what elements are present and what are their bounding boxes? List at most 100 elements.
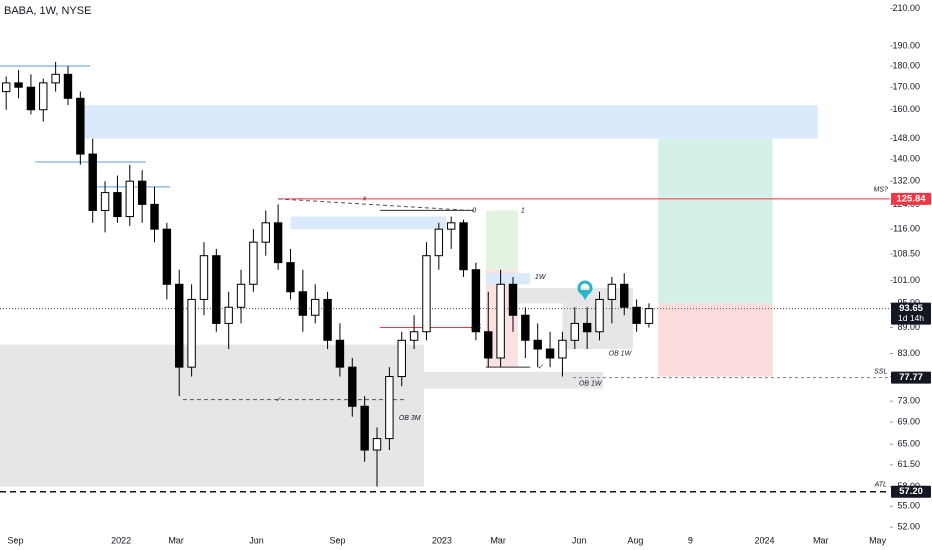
candle-body — [545, 348, 555, 359]
candle-body — [570, 322, 579, 341]
x-tick-label: 2022 — [111, 535, 131, 545]
x-tick-label: Jun — [572, 535, 587, 545]
annotation: 1 — [521, 207, 525, 214]
candle-body — [224, 306, 233, 324]
axis-bg — [890, 0, 932, 550]
candle-body — [533, 339, 542, 350]
annotation: OB 3M — [399, 415, 421, 422]
candle-body — [26, 86, 36, 111]
candle-body — [236, 283, 246, 308]
candle-body — [125, 180, 135, 218]
annotation: SSL — [874, 369, 887, 376]
candle-body — [175, 283, 184, 368]
x-tick-label: May — [869, 535, 887, 545]
candle-body — [372, 438, 382, 451]
y-tick-label: 116.00 — [893, 224, 920, 234]
level-line — [278, 198, 470, 211]
candle-body — [632, 306, 641, 324]
candle-body — [212, 255, 221, 324]
price-label-box — [891, 192, 931, 205]
candle-body — [150, 203, 159, 230]
candle-body — [484, 331, 493, 359]
annotation: OB 1W — [609, 350, 633, 357]
y-tick-label: 52.00 — [897, 522, 920, 532]
y-tick-label: 73.00 — [897, 396, 920, 406]
candle-body — [199, 255, 209, 300]
marker-pin — [577, 280, 593, 300]
price-label: 93.65 — [899, 303, 923, 314]
annotation: 0.5 — [471, 324, 481, 331]
candle-body — [508, 283, 518, 316]
zone — [516, 288, 633, 304]
candle-body — [63, 73, 73, 99]
candle-body — [335, 339, 345, 368]
zone — [658, 138, 773, 304]
price-label: 57.20 — [899, 486, 923, 497]
price-label-box — [891, 485, 931, 498]
y-tick-label: 55.00 — [897, 501, 920, 511]
price-label: 125.84 — [896, 193, 926, 204]
candle-body — [422, 255, 431, 333]
annotation: 1W — [535, 274, 547, 281]
candle-body — [644, 308, 654, 324]
candle-body — [39, 82, 48, 111]
y-tick-label: 148.00 — [892, 133, 920, 143]
y-tick-label: 210.00 — [892, 3, 920, 13]
y-tick-label: 61.50 — [897, 459, 920, 469]
x-tick-label: Jun — [249, 535, 264, 545]
candle-body — [385, 376, 394, 440]
chart-title: BABA, 1W, NYSE — [4, 5, 91, 17]
candle-body — [88, 153, 97, 211]
y-tick-label: 160.00 — [892, 104, 920, 114]
candle-body — [558, 339, 567, 359]
x-tick-label: 9 — [688, 535, 693, 545]
x-tick-label: Aug — [627, 535, 643, 545]
candle-body — [298, 291, 308, 316]
candle-body — [14, 82, 23, 88]
zone — [290, 216, 447, 230]
annotation: ATL — [874, 482, 887, 489]
candle-body — [459, 222, 468, 271]
candle-body — [137, 180, 147, 205]
candle-body — [162, 228, 172, 285]
candle-body — [286, 262, 295, 293]
candle-body — [620, 283, 629, 308]
candle-body — [187, 298, 196, 368]
candle-body — [51, 73, 60, 84]
annotations: x ✓ ✓ OB 3M OB 1W OB 1W 1W 0.5 0 1 MS? SSL ATL — [275, 187, 888, 489]
candle-body — [323, 298, 332, 341]
x-tick-label: Mar — [813, 535, 829, 545]
y-tick-label: 69.00 — [897, 416, 920, 426]
candle-body — [348, 366, 357, 407]
price-label: 77.77 — [899, 372, 923, 383]
candle-body — [100, 192, 110, 211]
annotation: OB 1W — [579, 381, 603, 388]
price-label-box — [891, 371, 931, 384]
axis-bg — [0, 538, 932, 550]
y-tick-label: 140.00 — [892, 154, 920, 164]
candle-body — [582, 322, 592, 333]
y-tick-label: 101.00 — [892, 275, 920, 285]
y-tick-label: 108.50 — [892, 248, 920, 258]
price-countdown: 1d 14h — [898, 313, 924, 323]
candle-body — [471, 269, 481, 333]
zone — [485, 273, 531, 285]
candle-body — [76, 97, 85, 155]
x-tick-label: Mar — [168, 535, 184, 545]
zone — [658, 303, 773, 377]
y-tick-label: 89.00 — [897, 322, 920, 332]
y-tick-label: 180.00 — [892, 60, 920, 70]
candle-body — [595, 298, 604, 333]
annotation: ✓ — [537, 364, 543, 371]
candle-body — [607, 283, 617, 300]
price-label-box — [891, 302, 931, 325]
x-tick-label: Mar — [490, 535, 506, 545]
annotation: 0 — [472, 207, 476, 214]
candle-body — [409, 331, 419, 341]
candle-body — [261, 222, 270, 243]
zone — [0, 344, 424, 487]
candle-body — [446, 222, 456, 230]
candle-body — [273, 222, 283, 264]
candle-body — [434, 228, 444, 257]
annotation: x — [362, 195, 367, 202]
